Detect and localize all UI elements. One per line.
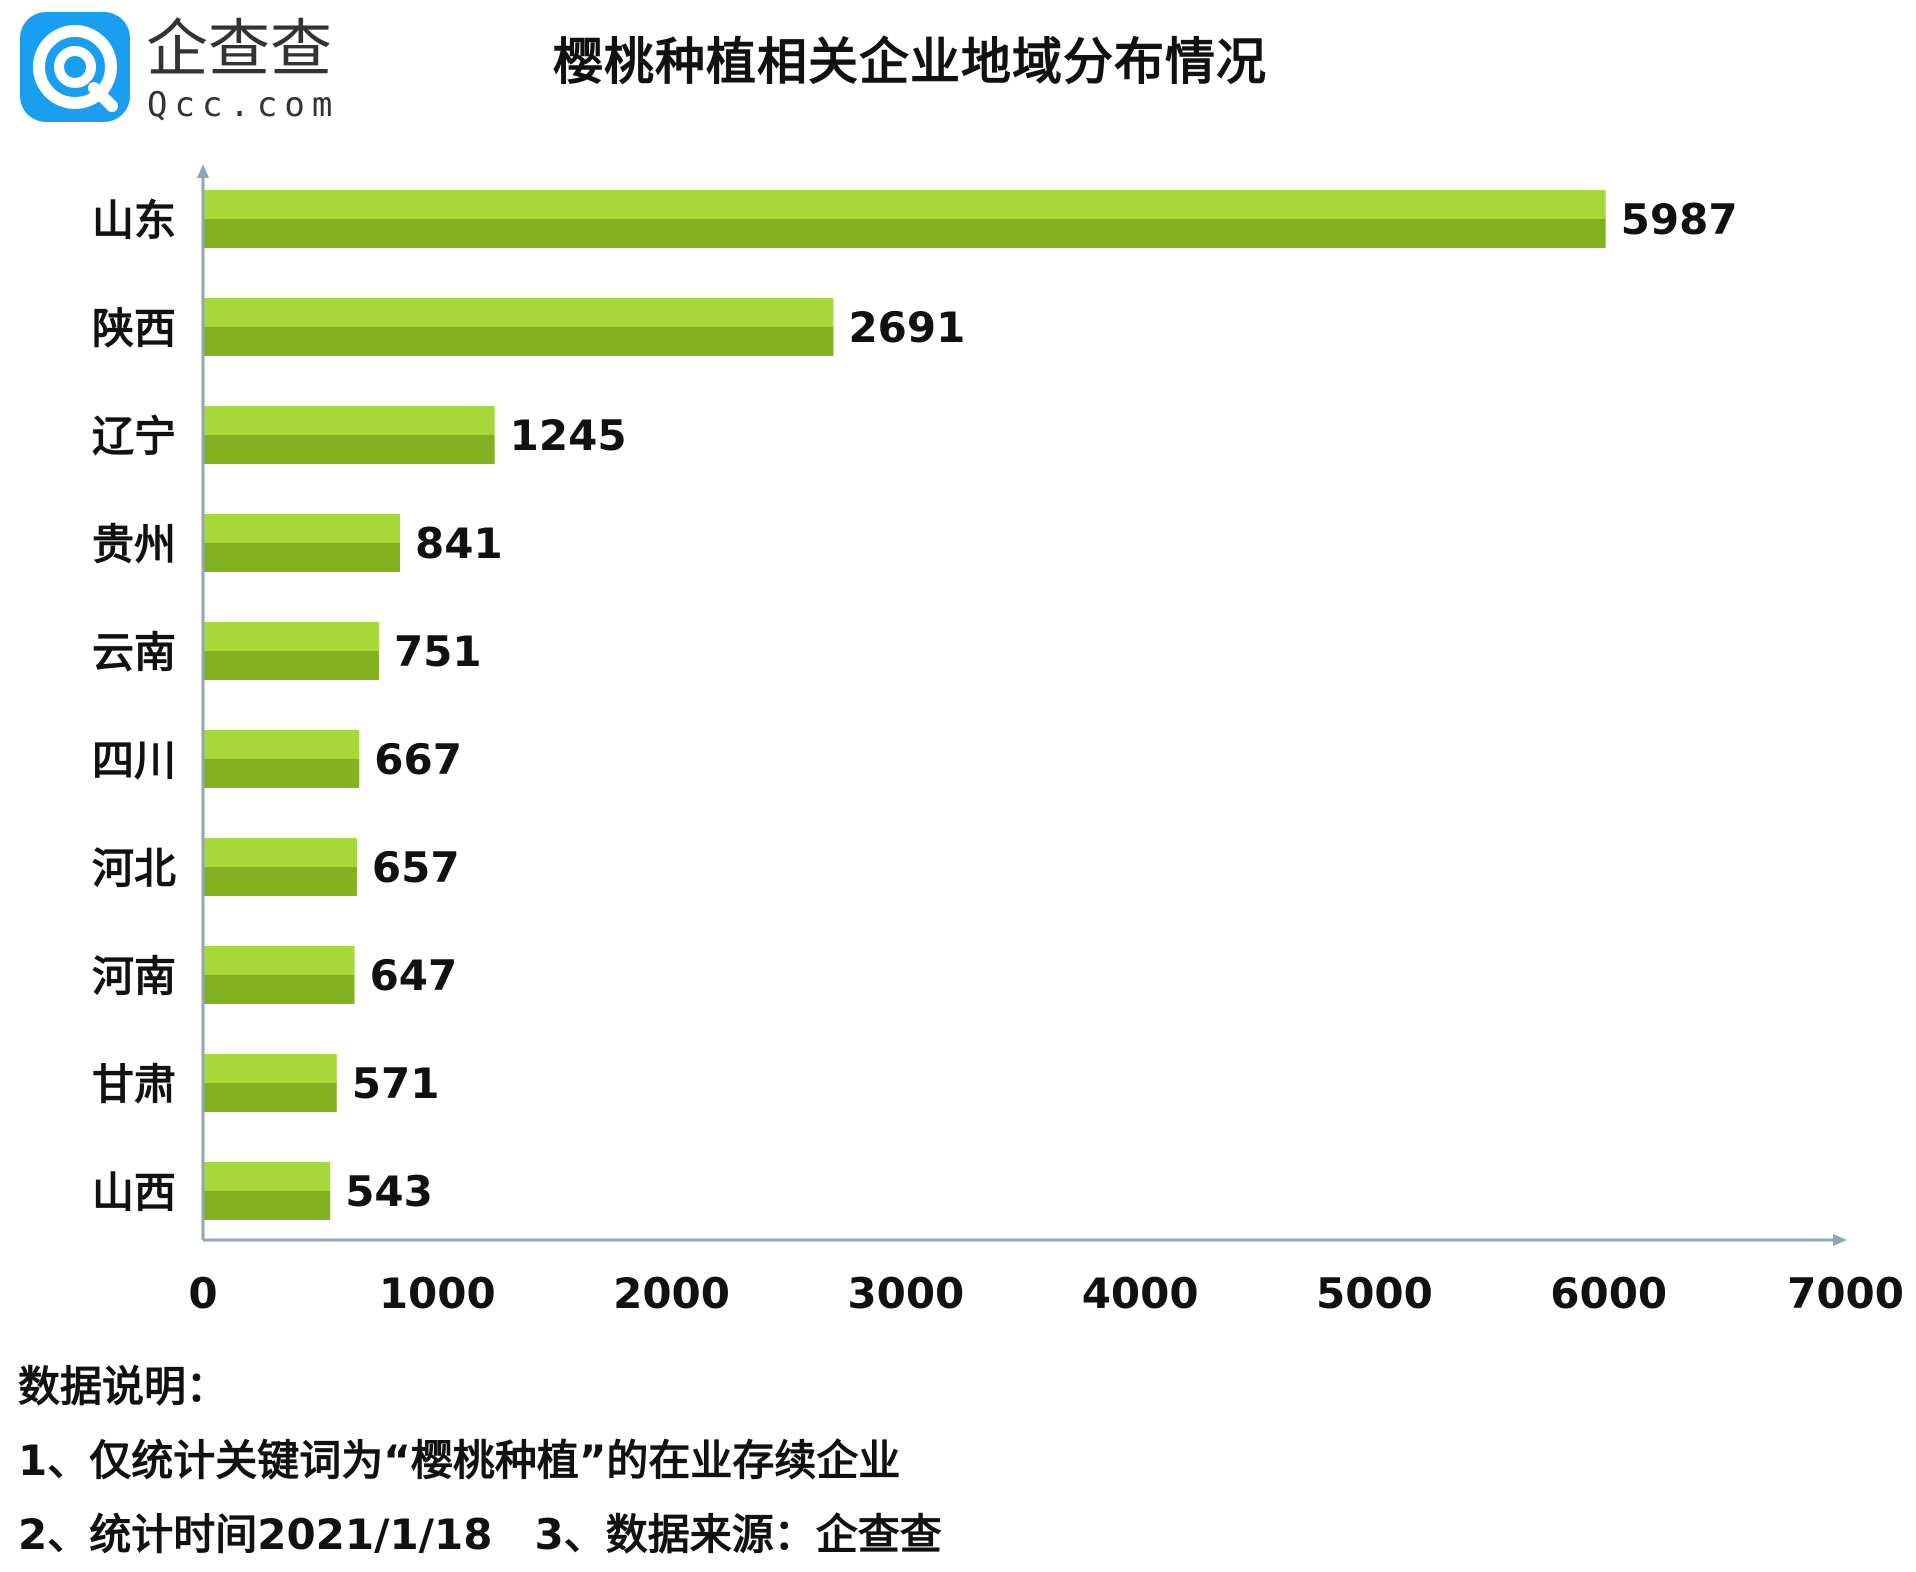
qcc-logo: 企查查 Qcc.com <box>16 8 406 133</box>
data-label: 543 <box>345 1167 433 1216</box>
data-label: 5987 <box>1621 195 1738 244</box>
bar-chart: 山东 5987 陕西 2691 辽宁 1245 贵州 841 云南 751 四川 667 河北 657 河南… <box>92 164 1904 1318</box>
category-label: 陕西 <box>92 304 176 353</box>
bar-bottom-6 <box>203 867 357 896</box>
bar-top-4 <box>203 622 379 651</box>
bar-top-0 <box>203 190 1606 219</box>
category-label: 云南 <box>92 628 176 677</box>
data-label: 841 <box>415 519 503 568</box>
chart-title: 樱桃种植相关企业地域分布情况 <box>553 33 1267 91</box>
x-tick-label: 4000 <box>1082 1269 1199 1318</box>
category-label: 贵州 <box>92 520 176 569</box>
bar-top-2 <box>203 406 495 435</box>
logo-ring-outer <box>33 25 117 109</box>
bar-top-6 <box>203 838 357 867</box>
axes-layer: 0 1000 2000 3000 4000 5000 6000 7000 <box>188 164 1904 1318</box>
data-label: 2691 <box>848 303 965 352</box>
bar-top-5 <box>203 730 360 759</box>
data-label: 657 <box>372 843 460 892</box>
data-label: 571 <box>352 1059 440 1108</box>
x-tick-label: 0 <box>188 1269 217 1318</box>
logo-ring-inner <box>54 46 96 88</box>
data-label: 1245 <box>510 411 627 460</box>
bar-bottom-2 <box>203 435 495 464</box>
x-tick-label: 6000 <box>1550 1269 1667 1318</box>
x-tick-label: 7000 <box>1787 1269 1904 1318</box>
bar-bottom-5 <box>203 759 360 788</box>
x-tick-label: 2000 <box>613 1269 730 1318</box>
bar-bottom-7 <box>203 975 355 1004</box>
bar-top-8 <box>203 1054 337 1083</box>
category-label: 河南 <box>92 952 176 1001</box>
x-tick-label: 3000 <box>847 1269 964 1318</box>
bar-bottom-0 <box>203 219 1606 248</box>
notes-heading: 数据说明： <box>18 1362 229 1411</box>
bar-top-1 <box>203 298 834 327</box>
category-label: 山西 <box>92 1168 176 1217</box>
category-label: 四川 <box>92 736 176 785</box>
data-label: 647 <box>370 951 458 1000</box>
category-label: 河北 <box>92 844 176 893</box>
x-axis-arrow <box>1833 1234 1847 1246</box>
x-tick-label: 1000 <box>379 1269 496 1318</box>
notes-line-1: 1、仅统计关键词为“樱桃种植”的在业存续企业 <box>18 1436 901 1485</box>
bar-top-3 <box>203 514 401 543</box>
bar-bottom-1 <box>203 327 834 356</box>
logo-domain: Qcc.com <box>147 85 339 125</box>
notes-line-2: 2、统计时间2021/1/18 3、数据来源：企查查 <box>18 1510 942 1559</box>
bar-bottom-8 <box>203 1083 337 1112</box>
data-label: 667 <box>374 735 462 784</box>
category-label: 辽宁 <box>92 412 176 461</box>
bars-layer: 山东 5987 陕西 2691 辽宁 1245 贵州 841 云南 751 四川 667 河北 657 河南… <box>92 190 1738 1220</box>
logo-ring-tail <box>88 82 118 112</box>
bar-top-7 <box>203 946 355 975</box>
logo-name: 企查查 <box>146 12 332 85</box>
bar-bottom-4 <box>203 651 379 680</box>
data-label: 751 <box>394 627 482 676</box>
bar-top-9 <box>203 1162 331 1191</box>
category-label: 甘肃 <box>92 1060 176 1109</box>
data-notes: 数据说明： 1、仅统计关键词为“樱桃种植”的在业存续企业 2、统计时间2021/… <box>18 1350 942 1572</box>
bar-bottom-3 <box>203 543 401 572</box>
bar-bottom-9 <box>203 1191 331 1220</box>
x-tick-label: 5000 <box>1316 1269 1433 1318</box>
y-axis-arrow <box>197 164 209 178</box>
category-label: 山东 <box>92 196 176 245</box>
